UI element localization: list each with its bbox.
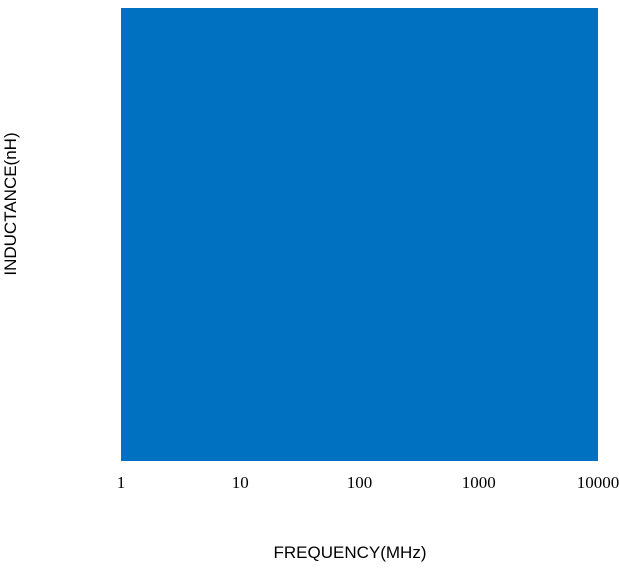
x-axis-tick-labels: 1 10 100 1000 10000: [117, 473, 619, 492]
x-tick-label-100: 100: [347, 473, 373, 492]
x-tick-label-10: 10: [232, 473, 249, 492]
x-tick-label-10000: 10000: [577, 473, 619, 492]
x-axis-title: FREQUENCY(MHz): [274, 543, 427, 562]
x-tick-label-1: 1: [117, 473, 126, 492]
plot-area: [121, 8, 598, 461]
x-tick-label-1000: 1000: [462, 473, 496, 492]
y-axis-title: INDUCTANCE(nH): [1, 132, 20, 275]
